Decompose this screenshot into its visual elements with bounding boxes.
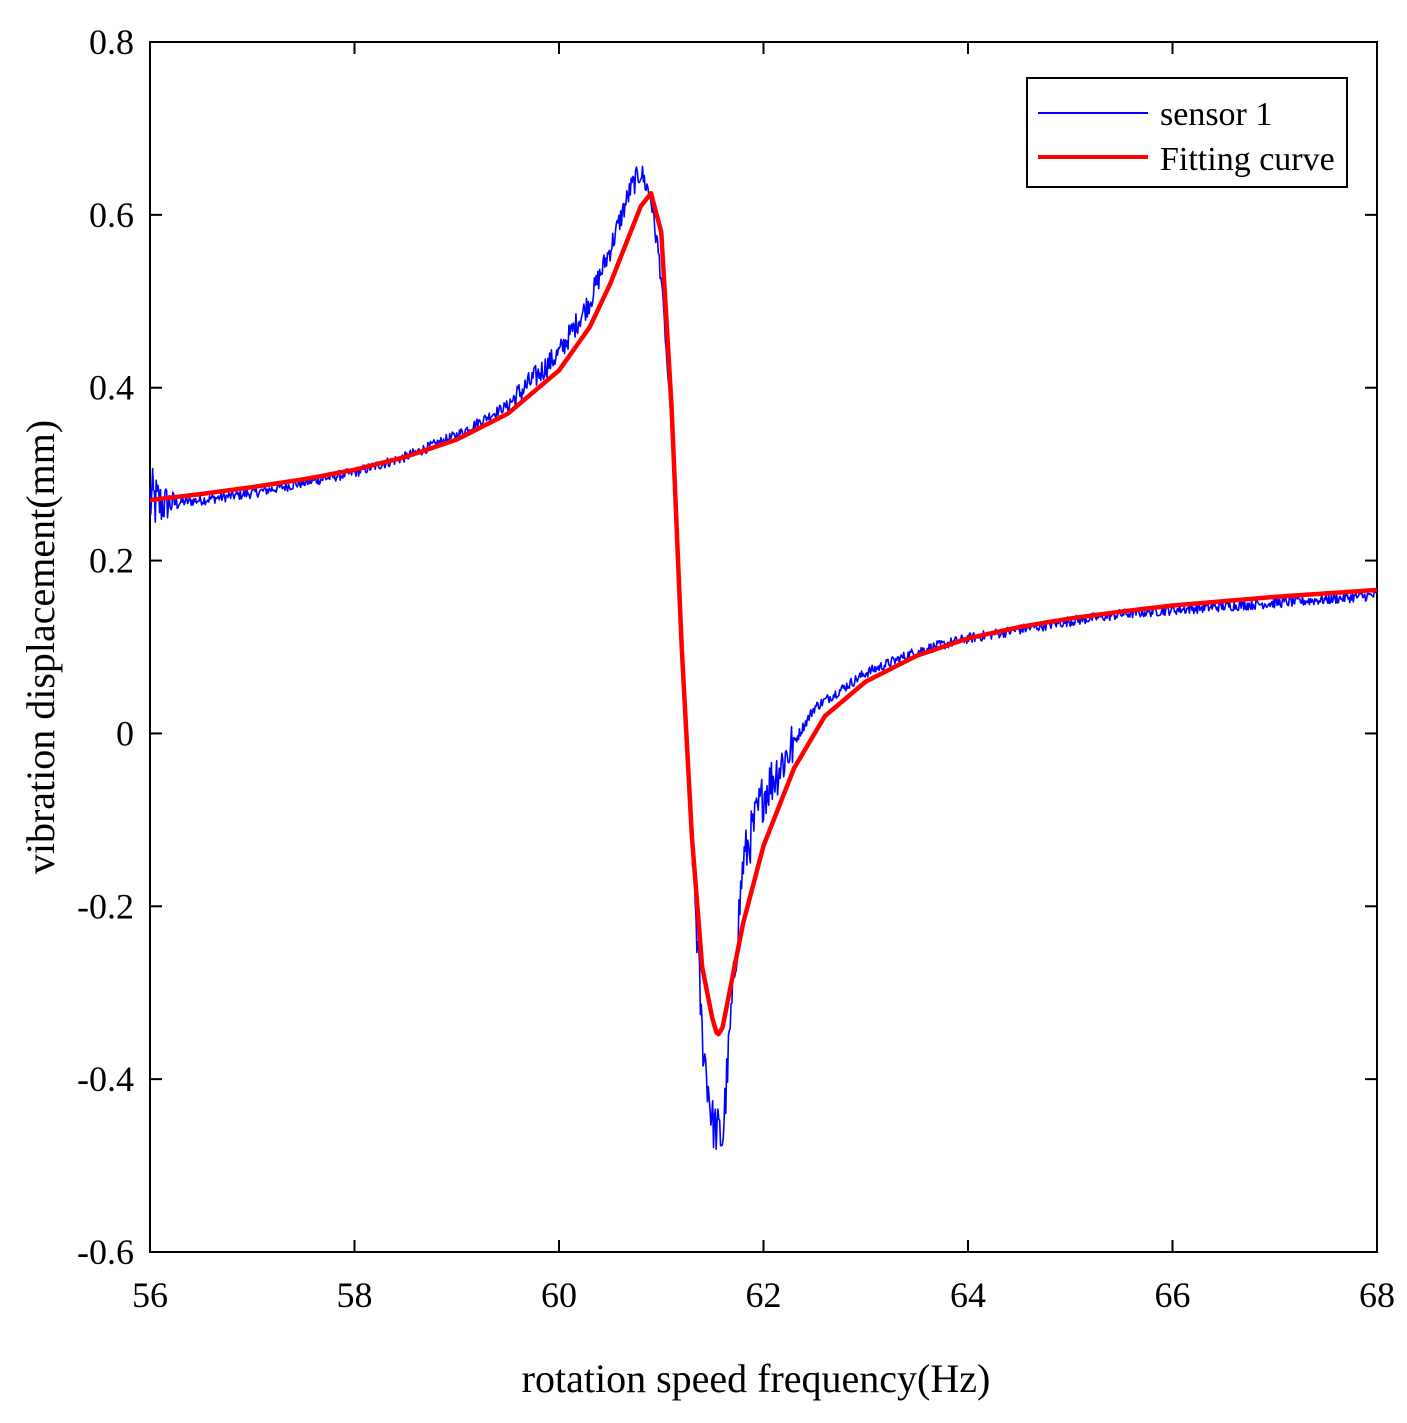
legend-label-sensor-1: sensor 1 <box>1160 96 1272 133</box>
x-tick-label: 64 <box>950 1275 986 1315</box>
y-tick-label: -0.2 <box>77 886 134 926</box>
y-axis-label: vibration displacement(mm) <box>18 420 63 874</box>
x-axis-label: rotation speed frequency(Hz) <box>522 1356 991 1401</box>
x-axis-ticks: 56 58 60 62 64 66 68 <box>132 42 1395 1315</box>
series-layer <box>149 165 1378 1150</box>
x-tick-label: 60 <box>541 1275 577 1315</box>
x-tick-label: 62 <box>746 1275 782 1315</box>
y-axis-ticks: -0.6 -0.4 -0.2 0 0.2 0.4 0.6 0.8 <box>77 22 1377 1272</box>
x-tick-label: 56 <box>132 1275 168 1315</box>
x-tick-label: 58 <box>337 1275 373 1315</box>
y-tick-label: -0.4 <box>77 1059 134 1099</box>
y-tick-label: -0.6 <box>77 1232 134 1272</box>
legend: sensor 1 Fitting curve <box>1026 77 1348 188</box>
legend-label-fitting-curve: Fitting curve <box>1160 141 1335 178</box>
y-tick-label: 0.6 <box>89 195 134 235</box>
y-tick-label: 0.8 <box>89 22 134 62</box>
x-tick-label: 66 <box>1155 1275 1191 1315</box>
series-line-fitting-curve <box>149 191 1378 1037</box>
x-tick-label: 68 <box>1359 1275 1395 1315</box>
legend-box <box>1026 77 1348 188</box>
plot-area <box>149 41 1378 1253</box>
y-tick-label: 0 <box>116 713 134 753</box>
y-tick-label: 0.4 <box>89 368 134 408</box>
y-tick-label: 0.2 <box>89 541 134 581</box>
